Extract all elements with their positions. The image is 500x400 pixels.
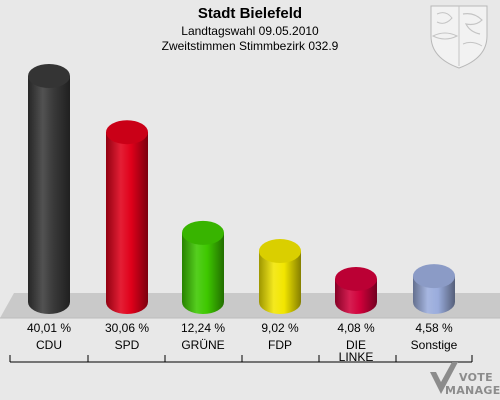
bar-body-cdu [28,76,70,302]
category-separators [9,355,473,363]
bar-top-cdu [28,64,70,88]
category-label-spd: SPD [115,338,140,352]
bar-top-sonstige [413,264,455,289]
labels-layer: 40,01 % CDU 30,06 % SPD 12,24 % GRÜNE 9,02 % FD… [27,321,458,364]
category-label-grüne: GRÜNE [181,338,224,352]
category-label-cdu: CDU [36,338,62,352]
category-label-fdp: FDP [268,338,292,352]
bar-body-spd [106,132,148,302]
bar-base-spd [106,290,148,314]
bar-top-grüne [182,220,224,245]
value-label-cdu: 40,01 % [27,321,71,335]
chart-subtitle-election: Landtagswahl 09.05.2010 [181,24,319,38]
coat-of-arms-emblem [430,5,488,69]
bar-fdp [259,239,301,314]
bars-layer [28,64,455,314]
bar-spd [106,120,148,314]
bar-grüne [182,220,224,314]
value-label-die-linke: 4,08 % [337,321,375,335]
bar-top-die-linke [335,266,377,291]
bar-top-fdp [259,239,301,264]
value-label-sonstige: 4,58 % [415,321,453,335]
bar-base-grüne [182,290,224,314]
bar-top-spd [106,120,148,145]
votemanager-logo: VOTE MANAGER [430,362,500,397]
value-label-fdp: 9,02 % [261,321,299,335]
bar-cdu [28,64,70,314]
watermark-line1: VOTE [459,371,493,384]
value-label-spd: 30,06 % [105,321,149,335]
bar-sonstige [413,264,455,314]
chart-subtitle-district: Zweitstimmen Stimmbezirk 032.9 [161,39,339,53]
watermark-line2: MANAGER [445,384,500,397]
value-label-grüne: 12,24 % [181,321,225,335]
bar-base-sonstige [413,290,455,314]
bar-base-fdp [259,290,301,314]
chart-title: Stadt Bielefeld [197,5,303,22]
bar-base-cdu [28,290,70,314]
category-label-die-linke-1: DIE [346,338,366,352]
bar-base-die-linke [335,290,377,314]
category-label-die-linke-2: LINKE [339,350,374,364]
bar-die-linke [335,266,377,314]
category-label-sonstige: Sonstige [411,338,458,352]
